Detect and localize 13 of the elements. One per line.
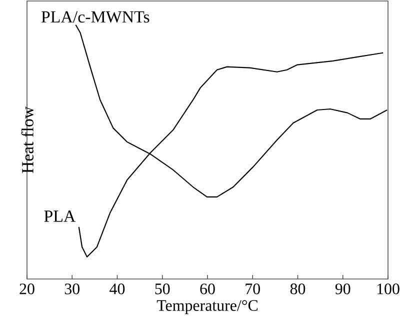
y-axis-title: Heat flow: [21, 106, 34, 174]
series-label: PLA/c-MWNTs: [41, 11, 150, 23]
x-tick-label: 40: [110, 284, 125, 294]
x-tick-label: 80: [290, 284, 306, 294]
x-tick-label: 90: [335, 284, 350, 294]
x-tick-label: 70: [246, 284, 260, 294]
series-label: PLA: [44, 210, 76, 222]
x-tick-label: 50: [155, 284, 170, 294]
x-tick-label: 20: [20, 284, 34, 294]
x-tick-label: 60: [200, 284, 215, 294]
x-tick-label: 30: [64, 284, 80, 294]
x-axis-title: Temperature/°C: [156, 300, 258, 314]
x-tick-label: 100: [377, 284, 400, 294]
